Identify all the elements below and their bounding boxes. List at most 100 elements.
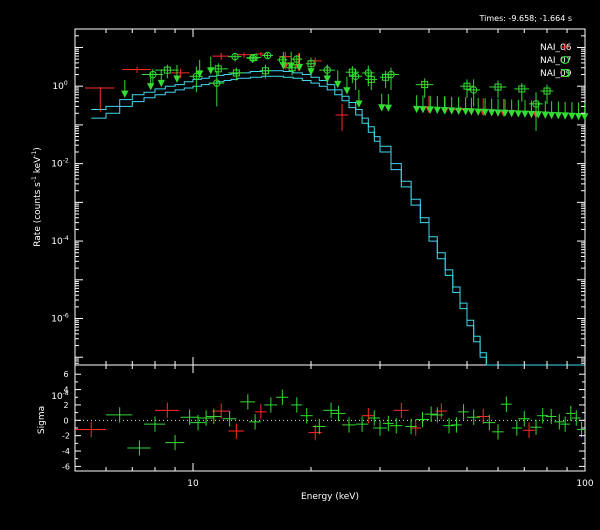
data-point-nai07-0 — [141, 68, 164, 84]
upper-limit-nai07-18 — [426, 95, 434, 114]
data-point-nai09-8 — [365, 72, 378, 90]
resid-tick-label-6: 6 — [63, 370, 68, 379]
residual-nai09-2 — [206, 408, 222, 425]
upper-limit-nai07-14 — [378, 93, 386, 112]
upper-limit-nai07-39 — [568, 102, 576, 121]
residual-nai07-0 — [106, 407, 133, 423]
limit-arrow-nai07-41 — [581, 113, 589, 121]
data-point-nai09-7 — [345, 66, 359, 84]
y-tick-label--6: 10-6 — [51, 313, 69, 325]
legend-entry-nai07: NAI_07 — [540, 56, 572, 66]
upper-limit-nai07-33 — [527, 100, 536, 119]
upper-limit-nai07-27 — [488, 98, 496, 117]
limit-arrow-nai07-30 — [508, 110, 516, 118]
limit-arrow-nai07-2 — [157, 79, 165, 88]
x-tick-label-100: 100 — [576, 479, 593, 489]
y-tick-label--4: 10-4 — [51, 235, 69, 247]
residual-nai07-8 — [291, 397, 303, 413]
ylabel-sup-1: -1 — [31, 176, 38, 182]
resid-tick-label--4: -4 — [62, 447, 70, 456]
data-point-nai07-2 — [209, 70, 225, 107]
data-point-nai09-0 — [155, 64, 179, 79]
y-tick-label-0: 100 — [52, 80, 67, 92]
marker-nai09-13 — [518, 85, 526, 93]
residual-nai07-12 — [373, 420, 387, 436]
upper-limit-nai07-16 — [413, 95, 421, 114]
residual-nai09-1 — [189, 414, 207, 431]
marker-nai09-7 — [348, 68, 356, 76]
resid-tick-label--6: -6 — [62, 462, 70, 471]
resid-tick-label-0: 0 — [63, 416, 68, 425]
times-label: Times: -9.658; -1.664 s — [478, 14, 572, 23]
data-point-nai09-13 — [514, 83, 530, 102]
residual-nai07-11 — [355, 416, 369, 432]
residual-nai07-21 — [537, 408, 549, 424]
limit-arrow-nai07-10 — [323, 75, 331, 83]
residual-nai09-7 — [331, 405, 346, 422]
residual-nai09-19 — [571, 410, 581, 426]
limit-arrow-nai07-21 — [448, 107, 456, 115]
data-point-nai09-2 — [228, 67, 245, 81]
data-point-nai09-6 — [305, 59, 317, 71]
limit-arrow-nai07-19 — [433, 106, 441, 115]
upper-limit-nai07-37 — [554, 101, 562, 120]
data-point-nai06-2 — [171, 68, 190, 79]
residual-nai06-8 — [410, 420, 422, 436]
residual-nai07-5 — [240, 394, 256, 410]
limit-arrow-nai07-15 — [384, 104, 392, 112]
residual-nai07-15 — [424, 406, 438, 422]
data-point-nai09-1 — [207, 63, 229, 76]
residual-nai07-16 — [443, 418, 455, 434]
upper-limit-nai07-31 — [514, 99, 522, 118]
data-point-nai09-11 — [460, 79, 474, 98]
residual-nai09-10 — [415, 411, 430, 428]
residual-nai09-17 — [545, 408, 557, 425]
residual-nai06-6 — [362, 408, 375, 424]
upper-limit-nai07-19 — [433, 96, 441, 115]
upper-limit-nai07-29 — [501, 99, 509, 118]
marker-nai09-5 — [288, 64, 296, 72]
resid-tick-label-4: 4 — [63, 386, 68, 395]
marker-nai09-11 — [463, 82, 471, 90]
residual-nai09-0 — [144, 416, 166, 432]
marker-nai07-2 — [213, 79, 221, 87]
upper-limit-nai07-30 — [508, 99, 516, 118]
upper-limit-nai07-35 — [541, 100, 549, 119]
data-point-nai07-5 — [262, 51, 274, 60]
upper-limit-nai07-34 — [534, 100, 542, 119]
upper-limit-nai07-22 — [454, 97, 463, 115]
residual-nai07-17 — [458, 404, 469, 420]
marker-nai09-2 — [232, 69, 240, 77]
legend-marker-square — [561, 69, 569, 77]
upper-limit-nai07-0 — [121, 79, 129, 98]
residual-nai06-4 — [255, 404, 267, 420]
residual-nai06-11 — [523, 422, 535, 438]
residual-nai09-18 — [560, 416, 570, 432]
upper-limit-nai07-26 — [481, 98, 489, 117]
residual-nai09-15 — [518, 411, 531, 427]
limit-arrow-nai07-34 — [534, 111, 542, 119]
data-point-nai09-10 — [415, 78, 434, 98]
data-points — [84, 51, 589, 131]
limit-arrow-nai07-16 — [413, 105, 421, 114]
upper-limit-nai07-3 — [173, 64, 181, 83]
model-curve-b — [91, 75, 585, 366]
limit-arrow-nai07-17 — [419, 106, 427, 114]
limit-arrow-nai07-26 — [481, 108, 489, 117]
limit-arrow-nai07-27 — [488, 109, 496, 117]
data-point-nai06-7 — [308, 57, 322, 66]
residual-nai09-8 — [368, 410, 381, 426]
limit-arrow-nai07-13 — [355, 100, 363, 108]
upper-limit-nai07-13 — [355, 89, 363, 108]
upper-limit-nai07-28 — [494, 98, 502, 117]
limit-arrow-nai07-35 — [541, 111, 549, 119]
data-point-nai09-12 — [489, 80, 507, 98]
limit-arrow-nai07-28 — [494, 109, 502, 117]
limit-arrow-nai07-3 — [173, 75, 181, 83]
residual-nai07-13 — [382, 415, 394, 432]
residual-nai07-14 — [405, 418, 417, 435]
limit-arrow-nai07-29 — [501, 109, 509, 118]
marker-nai09-9 — [382, 73, 390, 81]
residual-nai07-6 — [264, 397, 278, 413]
upper-limit-nai07-5 — [207, 56, 215, 75]
